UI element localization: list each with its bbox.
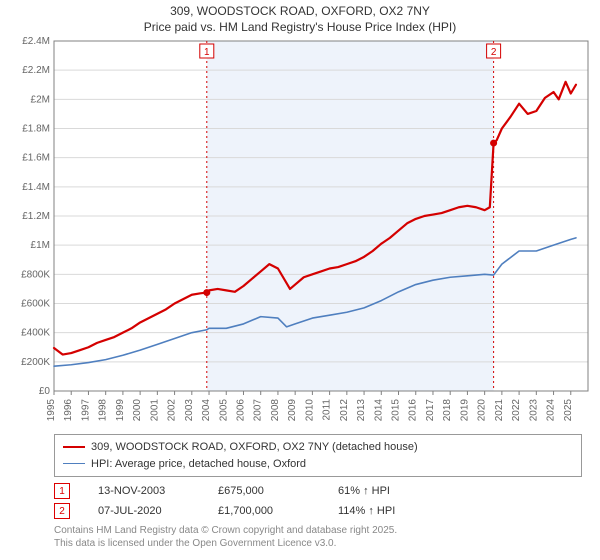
svg-text:1995: 1995: [46, 399, 57, 422]
svg-text:2001: 2001: [149, 399, 160, 422]
footer-line1: Contains HM Land Registry data © Crown c…: [54, 525, 582, 538]
svg-text:£2M: £2M: [31, 95, 50, 106]
sale-date: 13-NOV-2003: [98, 485, 190, 497]
svg-text:2007: 2007: [253, 399, 264, 422]
svg-text:£1.8M: £1.8M: [22, 124, 50, 135]
sale-date: 07-JUL-2020: [98, 505, 190, 517]
marker-box: 2: [54, 503, 70, 519]
svg-text:1997: 1997: [80, 399, 91, 422]
legend-swatch: [63, 446, 85, 448]
svg-text:2013: 2013: [356, 399, 367, 422]
svg-text:2022: 2022: [511, 399, 522, 422]
title-line2: Price paid vs. HM Land Registry's House …: [0, 20, 600, 36]
title-block: 309, WOODSTOCK ROAD, OXFORD, OX2 7NY Pri…: [0, 0, 600, 35]
footer: Contains HM Land Registry data © Crown c…: [54, 525, 582, 550]
svg-text:2002: 2002: [167, 399, 178, 422]
legend-item: HPI: Average price, detached house, Oxfo…: [63, 456, 573, 473]
svg-text:2009: 2009: [287, 399, 298, 422]
svg-text:£200K: £200K: [21, 357, 50, 368]
legend: 309, WOODSTOCK ROAD, OXFORD, OX2 7NY (de…: [54, 434, 582, 477]
line-chart: £0 £200K £400K £600K £800K £1M £1.2M £1.4M £1.6M…: [0, 35, 600, 430]
title-line1: 309, WOODSTOCK ROAD, OXFORD, OX2 7NY: [0, 4, 600, 20]
svg-text:2000: 2000: [132, 399, 143, 422]
svg-text:2005: 2005: [218, 399, 229, 422]
svg-text:2012: 2012: [339, 399, 350, 422]
sale-price: £675,000: [218, 485, 310, 497]
svg-text:2008: 2008: [270, 399, 281, 422]
svg-text:2003: 2003: [184, 399, 195, 422]
svg-text:2020: 2020: [477, 399, 488, 422]
svg-text:£800K: £800K: [21, 270, 50, 281]
svg-text:2004: 2004: [201, 399, 212, 422]
svg-text:£1.2M: £1.2M: [22, 211, 50, 222]
svg-text:2017: 2017: [425, 399, 436, 422]
sale-pct: 61% ↑ HPI: [338, 485, 430, 497]
svg-text:£600K: £600K: [21, 299, 50, 310]
svg-text:1: 1: [204, 47, 210, 58]
svg-text:2024: 2024: [546, 399, 557, 422]
svg-text:£400K: £400K: [21, 328, 50, 339]
svg-text:2: 2: [491, 47, 497, 58]
svg-text:£1.6M: £1.6M: [22, 153, 50, 164]
chart-area: £0 £200K £400K £600K £800K £1M £1.2M £1.4M £1.6M…: [0, 35, 600, 430]
svg-text:2023: 2023: [528, 399, 539, 422]
legend-label: 309, WOODSTOCK ROAD, OXFORD, OX2 7NY (de…: [91, 439, 418, 456]
marker-box: 1: [54, 483, 70, 499]
sale-price: £1,700,000: [218, 505, 310, 517]
svg-text:£2.4M: £2.4M: [22, 36, 50, 47]
svg-text:2021: 2021: [494, 399, 505, 422]
sale-marker-row: 1 13-NOV-2003 £675,000 61% ↑ HPI: [54, 481, 582, 501]
legend-swatch: [63, 463, 85, 464]
sale-pct: 114% ↑ HPI: [338, 505, 430, 517]
svg-text:2006: 2006: [235, 399, 246, 422]
svg-text:2014: 2014: [373, 399, 384, 422]
svg-text:2025: 2025: [563, 399, 574, 422]
svg-text:2016: 2016: [408, 399, 419, 422]
svg-text:£2.2M: £2.2M: [22, 65, 50, 76]
svg-text:1999: 1999: [115, 399, 126, 422]
svg-text:2010: 2010: [304, 399, 315, 422]
chart-container: 309, WOODSTOCK ROAD, OXFORD, OX2 7NY Pri…: [0, 0, 600, 560]
svg-text:£1.4M: £1.4M: [22, 182, 50, 193]
sale-markers-table: 1 13-NOV-2003 £675,000 61% ↑ HPI 2 07-JU…: [54, 481, 582, 521]
svg-text:2015: 2015: [391, 399, 402, 422]
svg-text:2011: 2011: [322, 399, 333, 421]
svg-text:£0: £0: [39, 386, 51, 397]
svg-text:2019: 2019: [459, 399, 470, 422]
svg-text:1998: 1998: [98, 399, 109, 422]
legend-item: 309, WOODSTOCK ROAD, OXFORD, OX2 7NY (de…: [63, 439, 573, 456]
sale-marker-row: 2 07-JUL-2020 £1,700,000 114% ↑ HPI: [54, 501, 582, 521]
footer-line2: This data is licensed under the Open Gov…: [54, 538, 582, 551]
svg-text:1996: 1996: [63, 399, 74, 422]
svg-text:2018: 2018: [442, 399, 453, 422]
svg-text:£1M: £1M: [31, 240, 50, 251]
legend-label: HPI: Average price, detached house, Oxfo…: [91, 456, 306, 473]
